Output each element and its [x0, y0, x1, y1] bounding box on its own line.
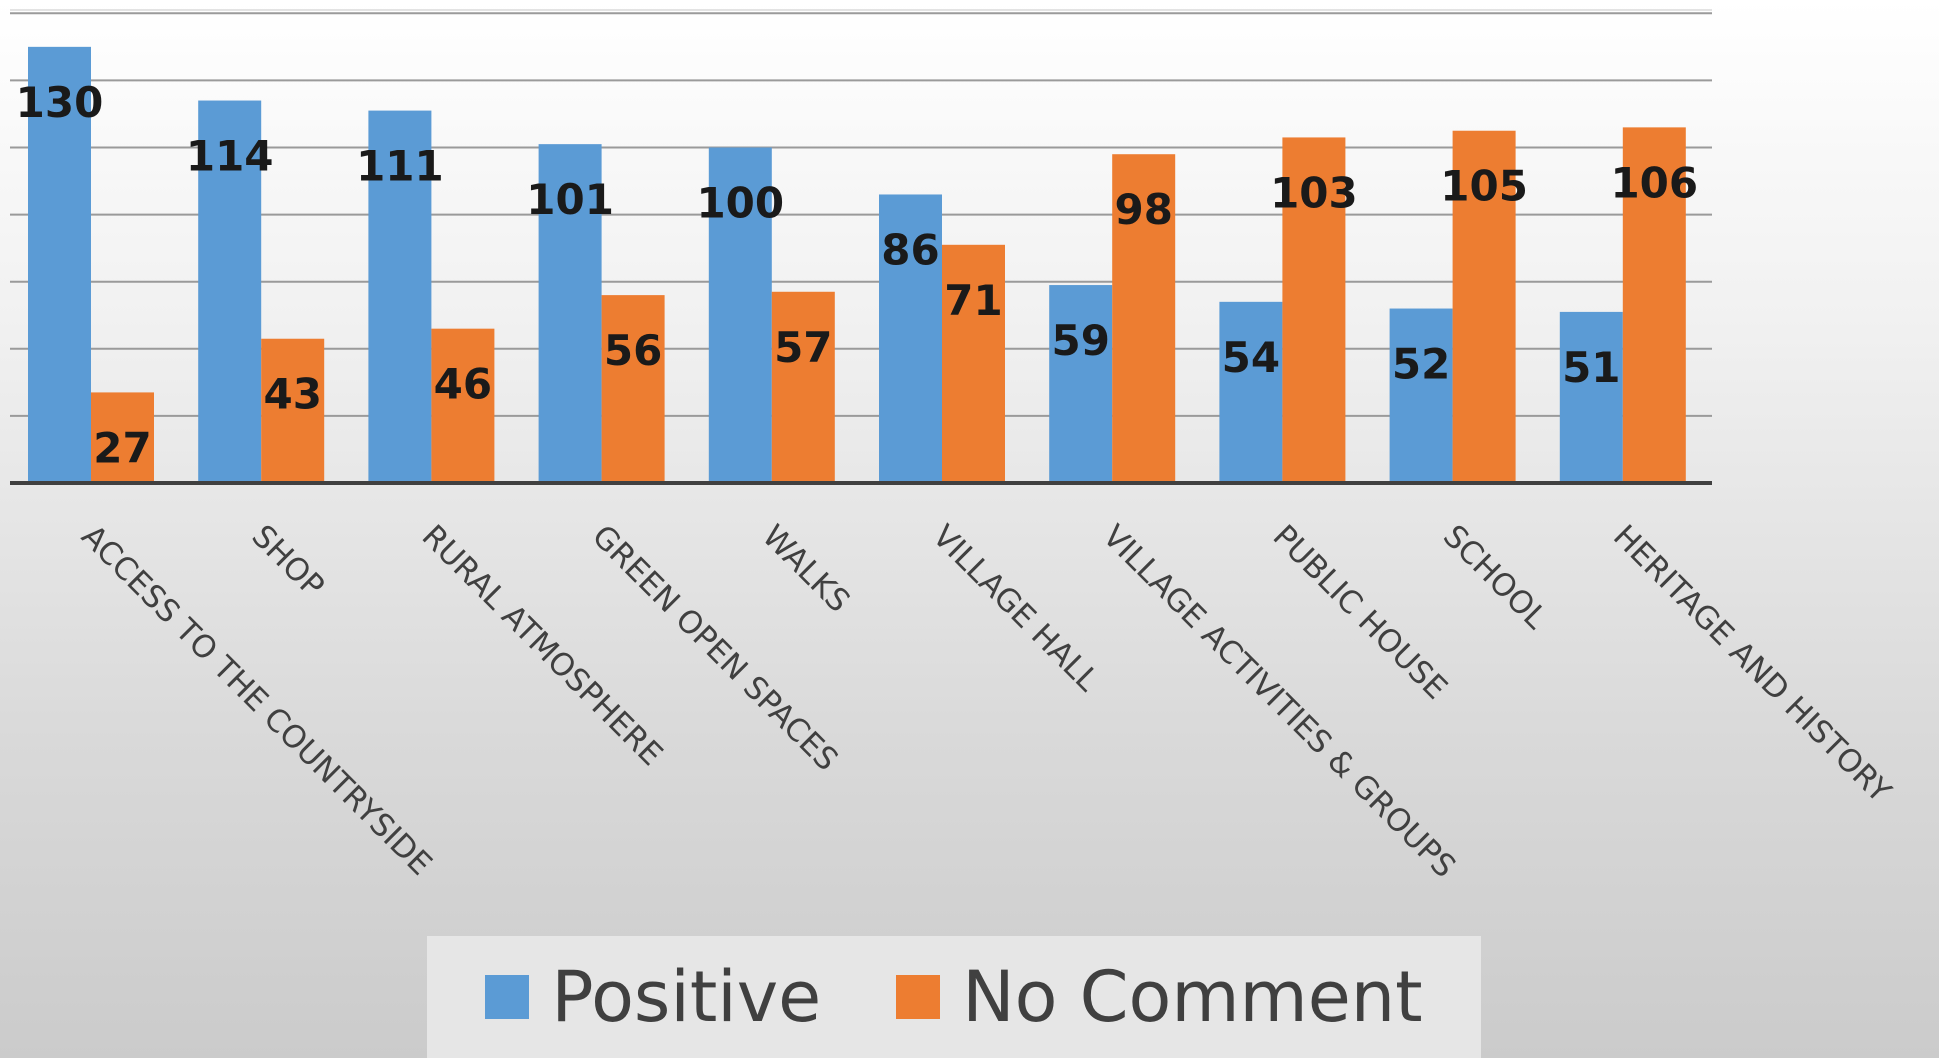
bar-positive-rural-atmosphere [368, 110, 432, 483]
bar-no-comment-rural-atmosphere [431, 328, 495, 483]
category-label-heritage-and-history: HERITAGE AND HISTORY [1606, 518, 1898, 810]
bar-no-comment-walks [771, 291, 835, 483]
legend-item-positive: Positive [485, 962, 821, 1032]
data-label-positive-shop: 114 [186, 132, 274, 181]
data-label-positive-green-open-spaces: 101 [526, 175, 614, 224]
category-label-school: SCHOOL [1436, 518, 1554, 636]
data-label-no-comment-walks: 57 [774, 323, 832, 372]
data-label-positive-village-activities-and-groups: 59 [1051, 316, 1109, 365]
category-label-shop: SHOP [245, 518, 331, 604]
bar-positive-heritage-and-history [1559, 311, 1623, 483]
data-label-no-comment-public-house: 103 [1270, 168, 1358, 217]
bar-positive-green-open-spaces [538, 144, 602, 483]
bar-no-comment-access-to-the-countryside [91, 392, 154, 483]
legend-swatch-positive [485, 975, 530, 1019]
bar-no-comment-shop [261, 338, 325, 483]
legend-item-no-comment: No Comment [896, 956, 1423, 1038]
bar-no-comment-village-hall [942, 244, 1005, 483]
bar-chart-plot: 130 27 ACCESS TO THE COUNTRYSIDE 114 43 SHOP 1… [10, 9, 1898, 885]
category-label-access-to-the-countryside: ACCESS TO THE COUNTRYSIDE [74, 518, 438, 882]
data-label-no-comment-green-open-spaces: 56 [604, 326, 662, 375]
bar-positive-walks [708, 147, 772, 483]
bar-positive-school [1389, 308, 1453, 483]
bar-positive-public-house [1219, 301, 1283, 483]
data-label-no-comment-shop: 43 [263, 370, 321, 419]
data-label-no-comment-village-hall: 71 [944, 276, 1002, 325]
data-label-no-comment-village-activities-and-groups: 98 [1114, 185, 1172, 234]
legend-swatch-no-comment [896, 975, 941, 1019]
data-label-positive-village-hall: 86 [881, 225, 939, 274]
data-label-positive-walks: 100 [696, 179, 784, 228]
data-label-positive-school: 52 [1392, 340, 1450, 389]
data-label-positive-public-house: 54 [1222, 333, 1280, 382]
data-label-positive-rural-atmosphere: 111 [356, 142, 444, 191]
data-label-no-comment-access-to-the-countryside: 27 [93, 423, 151, 472]
bar-no-comment-heritage-and-history [1622, 127, 1686, 484]
legend-label-positive: Positive [551, 956, 822, 1038]
data-label-no-comment-rural-atmosphere: 46 [434, 360, 492, 409]
category-label-village-hall: VILLAGE HALL [925, 518, 1106, 699]
bar-no-comment-school [1452, 130, 1516, 483]
category-label-walks: WALKS [755, 518, 856, 619]
legend-label-no-comment: No Comment [962, 956, 1423, 1038]
bar-positive-access-to-the-countryside [28, 46, 91, 483]
bar-positive-village-activities-and-groups [1049, 285, 1113, 483]
category-label-public-house: PUBLIC HOUSE [1266, 518, 1454, 706]
bar-no-comment-green-open-spaces [601, 295, 665, 483]
data-label-positive-access-to-the-countryside: 130 [16, 78, 104, 127]
data-label-positive-heritage-and-history: 51 [1562, 343, 1620, 392]
data-label-no-comment-heritage-and-history: 106 [1610, 158, 1698, 207]
category-label-village-activities-and-groups: VILLAGE ACTIVITIES & GROUPS [1096, 518, 1463, 885]
bar-positive-village-hall [879, 194, 942, 483]
bar-positive-shop [198, 100, 262, 483]
data-label-no-comment-school: 105 [1440, 162, 1528, 211]
bar-no-comment-village-activities-and-groups [1112, 154, 1176, 483]
bar-no-comment-public-house [1282, 137, 1346, 483]
legend: Positive No Comment [427, 936, 1481, 1058]
